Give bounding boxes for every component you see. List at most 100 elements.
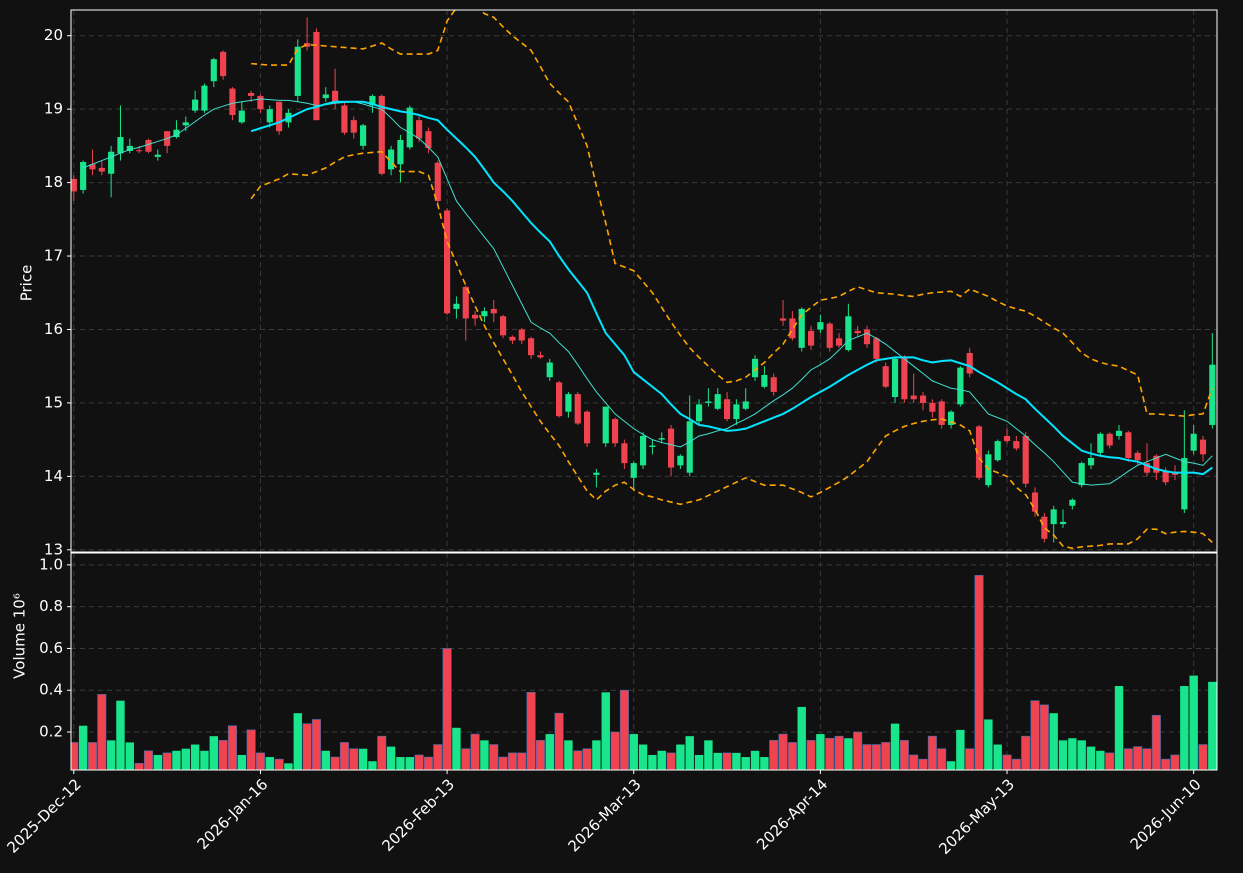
candle-body: [555, 382, 563, 417]
candle-body: [80, 162, 87, 190]
candle-body: [1078, 463, 1085, 486]
volume-tick-label: 0.2: [39, 722, 63, 740]
volume-bar: [694, 754, 704, 770]
candle-body: [173, 129, 180, 138]
candle-body: [873, 338, 880, 359]
volume-bar: [181, 748, 190, 770]
volume-bar: [732, 752, 741, 770]
candle-body: [154, 154, 161, 157]
candle-body: [602, 406, 609, 444]
volume-bar: [330, 756, 340, 770]
candle-body: [518, 329, 525, 341]
candle-body: [677, 455, 684, 466]
volume-bar: [97, 694, 107, 770]
candle-body: [1031, 492, 1039, 512]
volume-bar: [778, 733, 788, 770]
candle-body: [1115, 430, 1123, 436]
volume-bar: [704, 740, 713, 770]
candle-body: [807, 330, 815, 346]
volume-bar: [237, 754, 246, 770]
volume-bar: [1142, 748, 1152, 770]
volume-bar: [1198, 744, 1208, 770]
candle-body: [126, 145, 133, 152]
volume-bar: [1068, 738, 1077, 770]
candle-body: [593, 472, 600, 475]
candle-body: [630, 463, 637, 478]
volume-bar: [1002, 754, 1012, 770]
volume-bar: [657, 750, 666, 770]
volume-bar: [227, 725, 237, 770]
candle-body: [378, 95, 385, 174]
volume-bar: [190, 744, 200, 770]
volume-bar: [676, 744, 685, 770]
volume-bar: [722, 752, 732, 770]
volume-bar: [741, 757, 750, 770]
candle-body: [798, 308, 805, 348]
volume-bar: [545, 734, 554, 770]
volume-bar: [143, 750, 153, 770]
volume-bar: [648, 754, 657, 770]
volume-tick-label: 0.4: [39, 681, 63, 699]
volume-bar: [87, 742, 97, 770]
y-tick-label: 17: [44, 247, 63, 265]
volume-bar: [209, 736, 218, 770]
volume-bar: [685, 736, 694, 770]
candle-body: [117, 137, 124, 154]
volume-bar: [956, 729, 965, 770]
volume-bar: [1170, 754, 1180, 770]
volume-bar: [423, 756, 433, 770]
candle-body: [789, 318, 796, 339]
candles: [71, 17, 1216, 543]
candle-body: [1041, 516, 1048, 539]
candle-body: [294, 46, 301, 96]
candle-body: [1059, 521, 1067, 525]
volume-bar: [666, 752, 676, 770]
volume-bar: [339, 742, 349, 770]
volume-bar: [433, 744, 443, 770]
candle-body: [695, 404, 703, 422]
candle-body: [276, 101, 283, 132]
y-tick-label: 14: [44, 467, 63, 485]
candle-body: [332, 90, 339, 102]
candle-body: [1022, 435, 1029, 484]
volume-bar: [78, 725, 88, 770]
candle-body: [248, 92, 255, 96]
volume-bar: [871, 744, 881, 770]
y-tick-label: 20: [44, 26, 63, 44]
volume-bar: [787, 742, 797, 770]
y-axis-label: Price: [18, 265, 36, 302]
volume-bar: [1161, 758, 1171, 770]
candle-body: [472, 314, 479, 319]
volume-bar: [265, 757, 274, 770]
candle-body: [1199, 439, 1207, 455]
candle-body: [434, 162, 441, 201]
volume-bar: [358, 748, 368, 770]
volume-bar: [1030, 700, 1040, 770]
volume-bar: [760, 757, 769, 770]
candle-body: [71, 178, 77, 192]
volume-bar: [1189, 675, 1198, 770]
candle-body: [742, 401, 749, 409]
candle-body: [1097, 433, 1104, 453]
volume-bar: [106, 740, 116, 770]
candle-body: [686, 421, 693, 473]
candle-body: [1050, 509, 1057, 525]
candle-body: [583, 411, 591, 444]
candle-body: [938, 401, 945, 425]
candle-body: [901, 357, 908, 400]
candle-body: [751, 358, 759, 378]
y-tick-label: 19: [44, 100, 63, 118]
candle-body: [444, 210, 451, 314]
candle-body: [238, 110, 245, 123]
volume-bar: [1123, 748, 1133, 770]
volume-bar: [246, 729, 256, 770]
volume-bar: [1180, 686, 1189, 770]
volume-bar: [405, 757, 414, 770]
candle-body: [733, 404, 740, 420]
volume-bar: [414, 754, 424, 770]
volume-bar: [592, 740, 601, 770]
volume-bar: [498, 756, 508, 770]
indicator-line: [251, 10, 1214, 417]
candle-body: [360, 125, 367, 146]
